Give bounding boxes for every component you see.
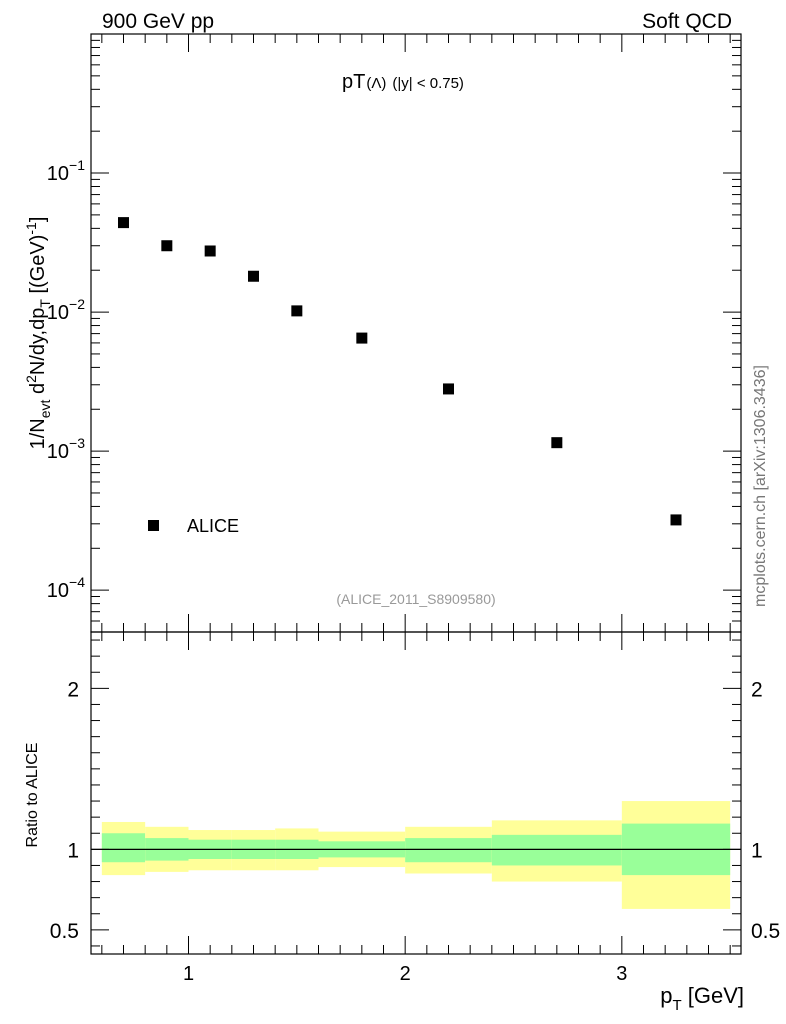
- watermark: mcplots.cern.ch [arXiv:1306.3436]: [752, 365, 769, 607]
- ratio-band-inner: [405, 838, 492, 863]
- data-point-alice: [204, 245, 216, 257]
- ratio-band-inner: [491, 834, 622, 866]
- header-left: 900 GeV pp: [102, 10, 214, 33]
- data-point-alice: [551, 437, 563, 449]
- ylabel-sup-minus1: -1: [23, 222, 39, 235]
- main-y-tick-label-3: 10−3: [47, 435, 85, 463]
- main-y-tick-label-2: 10−2: [47, 296, 85, 324]
- legend-marker: [148, 520, 159, 531]
- main-y-tick-label-4: 10−4: [47, 574, 85, 602]
- data-point-alice: [443, 383, 454, 395]
- ylabel-part-c: N/dy,dp: [27, 308, 49, 375]
- main-data-points: [118, 217, 682, 526]
- ratio-y-tick-label-2-left: 2: [67, 678, 79, 701]
- header-right: Soft QCD: [642, 10, 732, 33]
- main-y-tick-label-1: 10−1: [47, 157, 85, 185]
- data-point-alice: [356, 332, 368, 344]
- data-point-alice: [248, 270, 259, 282]
- main-title: pT(Λ) (|y| < 0.75): [342, 71, 464, 93]
- main-axis-ticks: [91, 33, 741, 633]
- ylabel-part-b: d: [27, 383, 49, 400]
- main-panel-frame: [90, 33, 742, 633]
- ratio-panel-frame: [90, 631, 742, 955]
- ratio-y-tick-label-05-right: 0.5: [751, 920, 780, 943]
- ratio-y-tick-label-1-left: 1: [67, 839, 79, 862]
- legend-label: ALICE: [187, 516, 239, 536]
- x-tick-label-3: 3: [616, 963, 627, 985]
- ylabel-sub-evt: evt: [37, 399, 53, 418]
- ratio-y-axis-label: Ratio to ALICE: [24, 743, 41, 848]
- ratio-y-tick-label-05-left: 0.5: [50, 920, 79, 943]
- ylabel-sup-2: 2: [23, 375, 39, 383]
- x-axis-label: pT [GeV]: [660, 983, 744, 1014]
- data-point-alice: [118, 217, 129, 229]
- ylabel-part-a: 1/N: [27, 418, 49, 449]
- ylabel-part-e: ]: [27, 217, 49, 223]
- ratio-uncertainty-bands: [101, 801, 731, 909]
- ratio-axis-ticks: [91, 632, 741, 954]
- main-title-particle: (Λ): [366, 75, 386, 92]
- data-point-alice: [161, 240, 173, 252]
- main-title-cut: (|y| < 0.75): [392, 75, 464, 92]
- main-y-axis-label: 1/Nevt d2N/dy,dpT [(GeV)-1]: [23, 217, 53, 450]
- ylabel-sub-t: T: [37, 299, 53, 308]
- ratio-band-inner: [101, 833, 146, 863]
- ratio-y-tick-label-1-right: 1: [751, 839, 763, 862]
- ylabel-part-d: [(GeV): [27, 235, 49, 299]
- ratio-y-tick-label-2-right: 2: [751, 678, 763, 701]
- data-point-alice: [291, 305, 303, 317]
- analysis-tag: (ALICE_2011_S8909580): [336, 591, 495, 607]
- main-title-var: pT: [342, 71, 365, 93]
- x-tick-label-2: 2: [400, 963, 411, 985]
- data-point-alice: [670, 514, 682, 526]
- x-tick-label-1: 1: [183, 963, 194, 985]
